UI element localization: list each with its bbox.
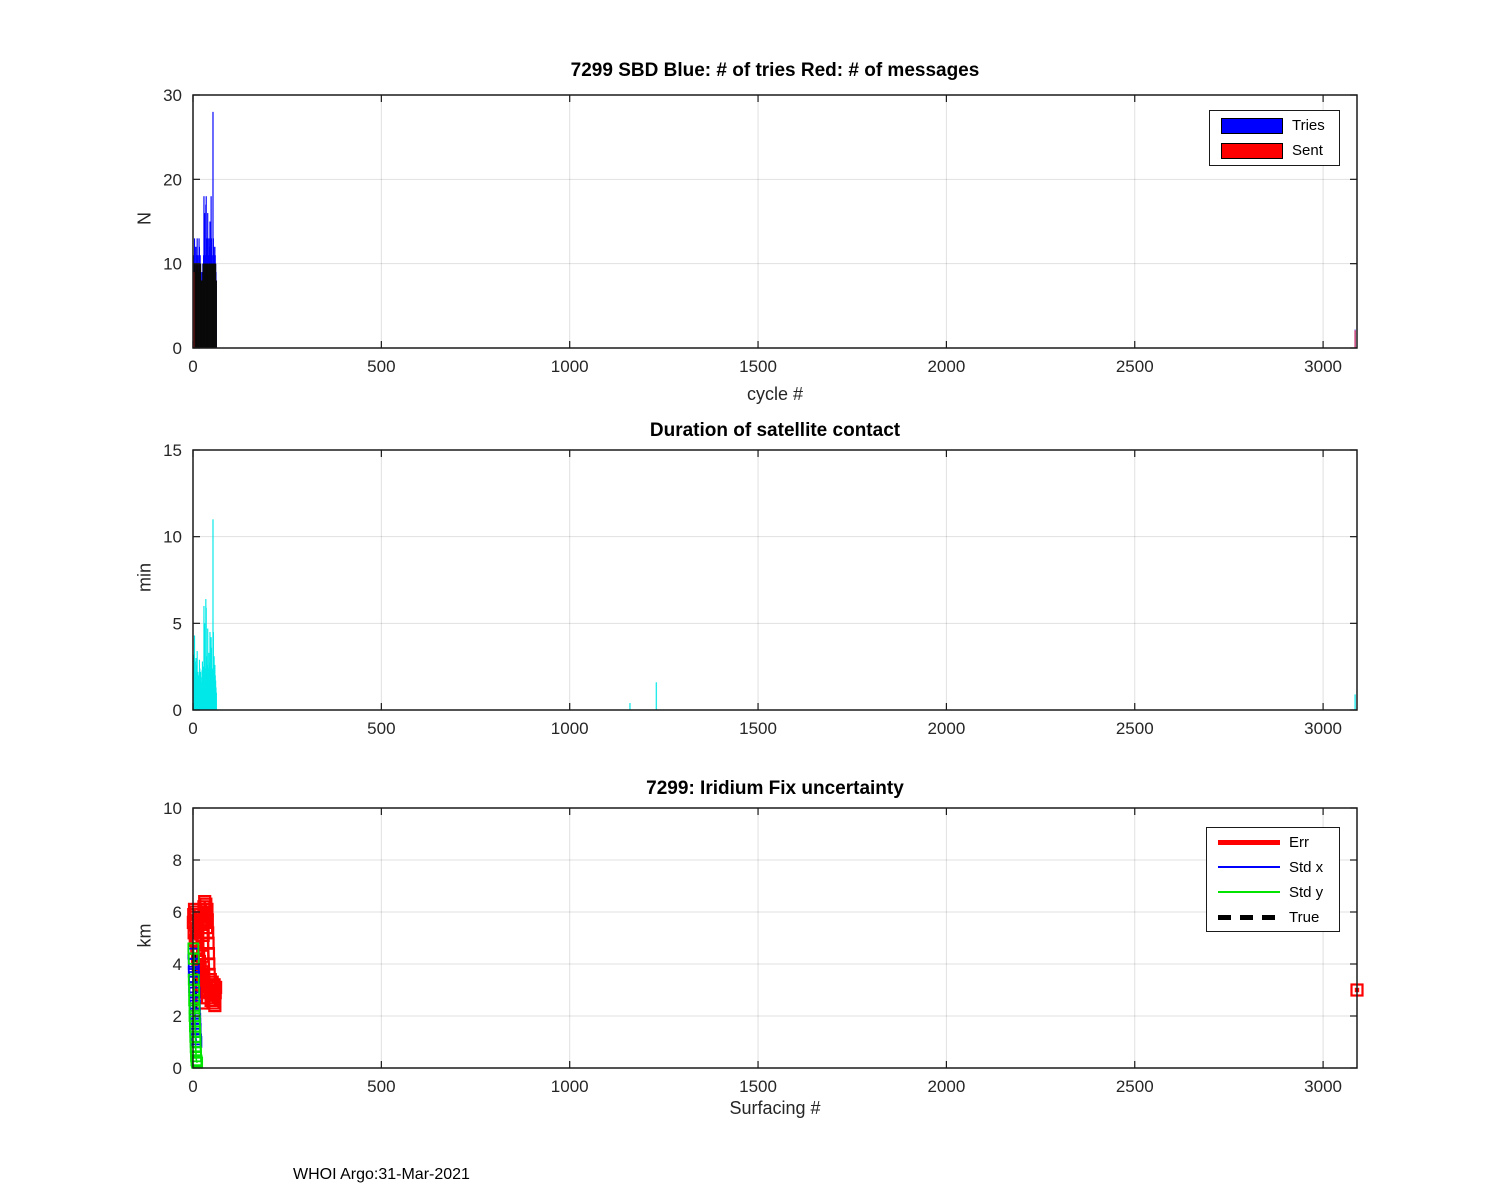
series-marks [186,894,1364,1069]
x-tick-label: 0 [188,357,197,376]
legend-item-stdy: Std y [1207,880,1339,905]
iridium-fix-uncertainty-plot: 0 500 1000 1500 2000 2500 3000 0 2 4 6 8 10 [163,799,1364,1096]
stdx-swatch [1218,865,1280,869]
y-tick-label: 15 [163,441,182,460]
chart3-title: 7299: Iridium Fix uncertainty [646,778,904,799]
x-tick-label: 3000 [1304,1077,1342,1096]
true-label: True [1289,908,1320,926]
chart3-legend: Err Std x Std y True [1206,827,1340,932]
err-swatch [1218,839,1280,845]
y-tick-label: 0 [173,1059,182,1078]
true-swatch [1218,914,1280,920]
x-tick-label: 2000 [927,357,965,376]
x-tick-label: 2000 [927,1077,965,1096]
y-tick-label: 2 [173,1007,182,1026]
x-tick-label: 1500 [739,1077,777,1096]
y-tick-label: 0 [173,701,182,720]
stdy-label: Std y [1289,883,1324,901]
x-tick-label: 0 [188,719,197,738]
err-label: Err [1289,833,1309,851]
sent-swatch [1221,142,1283,159]
legend-item-true: True [1207,905,1339,930]
y-tick-label: 10 [163,799,182,818]
x-tick-label: 2500 [1116,719,1154,738]
legend-item-tries: Tries [1210,113,1339,138]
legend-item-sent: Sent [1210,138,1339,163]
axes-frame: 0 500 1000 1500 2000 2500 3000 0 10 20 30 [163,86,1358,376]
chart2-title: Duration of satellite contact [649,420,901,441]
chart2-ylabel: min [134,563,155,593]
stdx-label: Std x [1289,858,1324,876]
legend-item-stdx: Std x [1207,855,1339,880]
x-tick-label: 2500 [1116,1077,1154,1096]
chart3-xlabel: Surfacing # [729,1098,821,1118]
series-std-y [187,942,204,1069]
y-tick-label: 8 [173,851,182,870]
chart1-xlabel: cycle # [746,384,804,404]
grid [193,449,1357,710]
grid [193,94,1357,348]
chart1-legend: Tries Sent [1209,110,1340,166]
sbd-tries-messages-plot: 0 500 1000 1500 2000 2500 3000 0 10 20 30 [163,86,1358,376]
x-tick-label: 3000 [1304,719,1342,738]
x-tick-label: 2000 [927,719,965,738]
axes-frame: 0 500 1000 1500 2000 2500 3000 0 5 10 15 [163,441,1358,738]
satellite-contact-plot: 0 500 1000 1500 2000 2500 3000 0 5 10 15 [163,441,1358,738]
chart3-ylabel: km [134,923,155,948]
x-tick-label: 1500 [739,357,777,376]
axes-frame: 0 500 1000 1500 2000 2500 3000 0 2 4 6 8 10 [163,799,1358,1096]
y-tick-label: 20 [163,170,182,189]
y-tick-label: 6 [173,903,182,922]
x-tick-label: 500 [367,1077,395,1096]
figure-footer: WHOI Argo:31-Mar-2021 [293,1166,470,1183]
x-tick-label: 1500 [739,719,777,738]
legend-item-err: Err [1207,830,1339,855]
tries-swatch [1221,117,1283,134]
series-marks [192,111,1356,348]
chart1-ylabel: N [134,212,155,225]
x-tick-label: 2500 [1116,357,1154,376]
y-tick-label: 0 [173,339,182,358]
y-tick-label: 30 [163,86,182,105]
sent-label: Sent [1292,142,1323,159]
x-tick-label: 1000 [551,1077,589,1096]
stdy-swatch [1218,890,1280,894]
y-tick-label: 10 [163,528,182,547]
y-tick-label: 4 [173,955,182,974]
series-marks [192,519,1356,710]
x-tick-label: 1000 [551,357,589,376]
y-tick-label: 10 [163,255,182,274]
x-tick-label: 500 [367,719,395,738]
series-err [186,894,1364,1013]
x-tick-label: 3000 [1304,357,1342,376]
y-tick-label: 5 [173,614,182,633]
x-tick-label: 500 [367,357,395,376]
chart1-title: 7299 SBD Blue: # of tries Red: # of mess… [570,60,980,81]
grid [193,807,1357,1068]
x-tick-label: 1000 [551,719,589,738]
tries-label: Tries [1292,117,1325,134]
x-tick-label: 0 [188,1077,197,1096]
